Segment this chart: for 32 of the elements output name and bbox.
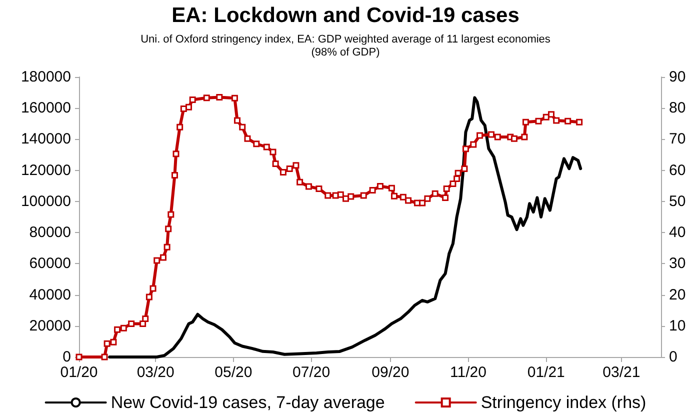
x-tick-label: 01/20 [60, 364, 98, 381]
y-tick-label: 20000 [29, 317, 71, 334]
chart-subtitle: Uni. of Oxford stringency index, EA: GDP weighted average of 11 largest economies (98% of GDP) [140, 34, 551, 58]
y2-tick-label: 20 [669, 286, 686, 304]
y-tick-label: 100000 [20, 192, 71, 210]
legend-label: New Covid-19 cases, 7-day average [110, 393, 385, 412]
y2-tick-label: 0 [669, 348, 678, 366]
chart-title: EA: Lockdown and Covid-19 cases [172, 4, 520, 27]
x-tick-label: 07/20 [292, 364, 330, 381]
y2-tick-label: 60 [669, 162, 686, 179]
x-tick-label: 11/20 [450, 364, 486, 381]
y2-tick-label: 50 [669, 192, 686, 210]
y2-tick-label: 30 [669, 255, 686, 272]
y2-tick-label: 70 [669, 130, 686, 148]
y-tick-label: 0 [62, 348, 71, 366]
y-tick-label: 160000 [20, 100, 71, 117]
x-tick-label: 05/20 [214, 364, 252, 381]
x-tick-label: 03/20 [136, 364, 174, 381]
y-tick-label: 80000 [29, 224, 71, 242]
x-tick-label: 01/21 [527, 364, 565, 381]
y-tick-label: 180000 [20, 68, 71, 86]
y2-tick-label: 40 [669, 224, 686, 242]
y-tick-label: 60000 [29, 255, 71, 272]
y-tick-label: 140000 [20, 130, 71, 148]
y-tick-label: 120000 [20, 162, 71, 179]
y2-tick-label: 10 [669, 317, 686, 334]
x-tick-label: 03/21 [602, 364, 640, 381]
y-tick-label: 40000 [29, 286, 71, 304]
legend-label: Stringency index (rhs) [480, 393, 646, 412]
y2-tick-label: 80 [669, 100, 686, 117]
y2-tick-label: 90 [669, 68, 686, 86]
x-tick-label: 09/20 [372, 364, 410, 381]
